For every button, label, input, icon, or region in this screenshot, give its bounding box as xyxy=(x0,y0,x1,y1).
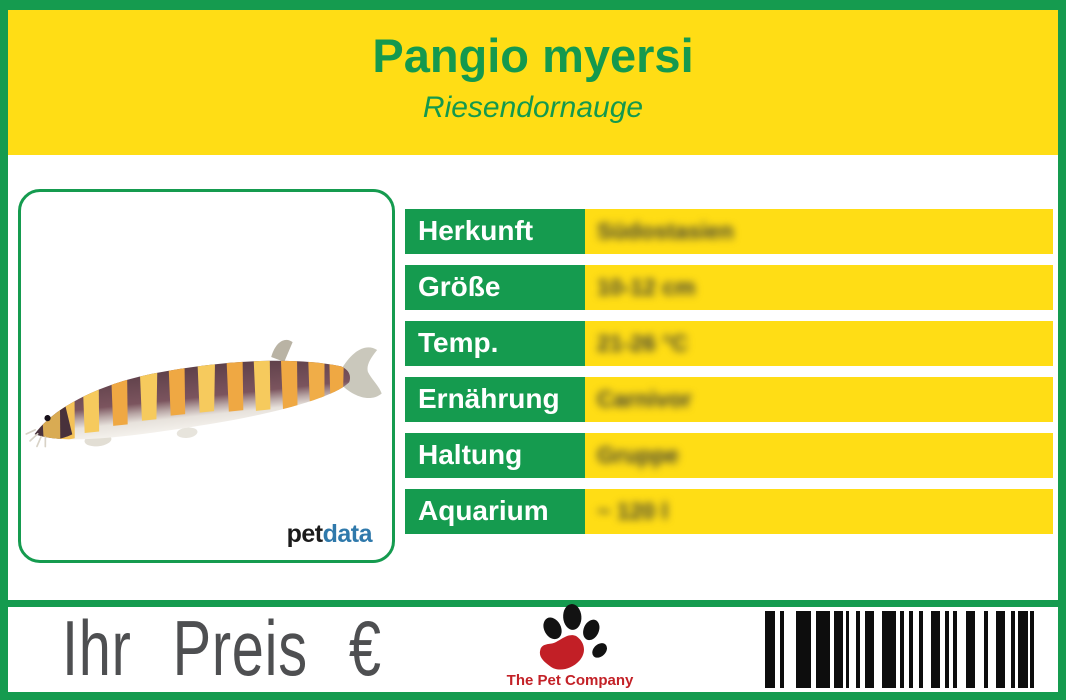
barcode-bar xyxy=(865,611,874,688)
barcode-bar xyxy=(945,611,949,688)
table-row: Ernährung Carnivor xyxy=(405,377,1053,422)
row-value: 21-26 °C xyxy=(585,321,1053,366)
company-logo: The Pet Company xyxy=(498,603,642,689)
barcode-bar xyxy=(1018,611,1028,688)
barcode-bar xyxy=(765,611,775,688)
species-title: Pangio myersi xyxy=(372,29,694,82)
price-label: Ihr Preis € xyxy=(62,604,382,692)
row-value: Gruppe xyxy=(585,433,1053,478)
table-row: Haltung Gruppe xyxy=(405,433,1053,478)
row-value-text: 10-12 cm xyxy=(597,274,696,300)
table-row: Größe 10-12 cm xyxy=(405,265,1053,310)
barcode-bar xyxy=(996,611,1005,688)
row-label: Größe xyxy=(405,265,585,310)
paw-icon xyxy=(539,604,607,670)
row-value-text: Südostasien xyxy=(597,218,734,244)
barcode-bar xyxy=(984,611,988,688)
row-label: Aquarium xyxy=(405,489,585,534)
row-value: Südostasien xyxy=(585,209,1053,254)
petdata-logo-data: data xyxy=(322,520,373,548)
row-label: Ernährung xyxy=(405,377,585,422)
frame-top xyxy=(0,0,1066,10)
info-table: Herkunft Südostasien Größe 10-12 cm Temp. 21-… xyxy=(405,209,1053,545)
frame-right xyxy=(1058,0,1066,700)
row-label: Haltung xyxy=(405,433,585,478)
barcode-bar xyxy=(1011,611,1015,688)
company-name: The Pet Company xyxy=(506,672,634,689)
barcode-bar xyxy=(1030,611,1034,688)
table-row: Temp. 21-26 °C xyxy=(405,321,1053,366)
row-value: Carnivor xyxy=(585,377,1053,422)
barcode-bar xyxy=(900,611,904,688)
barcode-bar xyxy=(816,611,830,688)
fish-photo-box: petdata xyxy=(18,189,395,563)
barcode-bar xyxy=(796,611,811,688)
barcode-bar xyxy=(856,611,860,688)
table-row: Herkunft Südostasien xyxy=(405,209,1053,254)
common-name-subtitle: Riesendornauge xyxy=(422,90,644,124)
row-label: Temp. xyxy=(405,321,585,366)
barcode-bar xyxy=(882,611,896,688)
row-value-text: Gruppe xyxy=(597,442,679,468)
header: Pangio myersi Riesendornauge xyxy=(8,10,1058,155)
frame-bottom xyxy=(0,692,1066,700)
barcode-bar xyxy=(834,611,843,688)
barcode-bar xyxy=(931,611,940,688)
barcode-bar xyxy=(909,611,913,688)
barcode-bar xyxy=(846,611,849,688)
petdata-logo-pet: pet xyxy=(286,520,324,548)
petdata-logo: petdata xyxy=(286,520,373,549)
barcode-bar xyxy=(919,611,923,688)
row-value-text: ~ 120 l xyxy=(597,498,668,524)
frame-left xyxy=(0,0,8,700)
barcode xyxy=(765,611,1034,688)
row-value: ~ 120 l xyxy=(585,489,1053,534)
row-value-text: 21-26 °C xyxy=(597,330,689,356)
section-divider xyxy=(0,600,1066,607)
barcode-bar xyxy=(966,611,975,688)
barcode-bar xyxy=(953,611,957,688)
row-label: Herkunft xyxy=(405,209,585,254)
row-value-text: Carnivor xyxy=(597,386,692,412)
row-value: 10-12 cm xyxy=(585,265,1053,310)
barcode-bar xyxy=(780,611,784,688)
table-row: Aquarium ~ 120 l xyxy=(405,489,1053,534)
fish-illustration-icon xyxy=(25,339,382,448)
